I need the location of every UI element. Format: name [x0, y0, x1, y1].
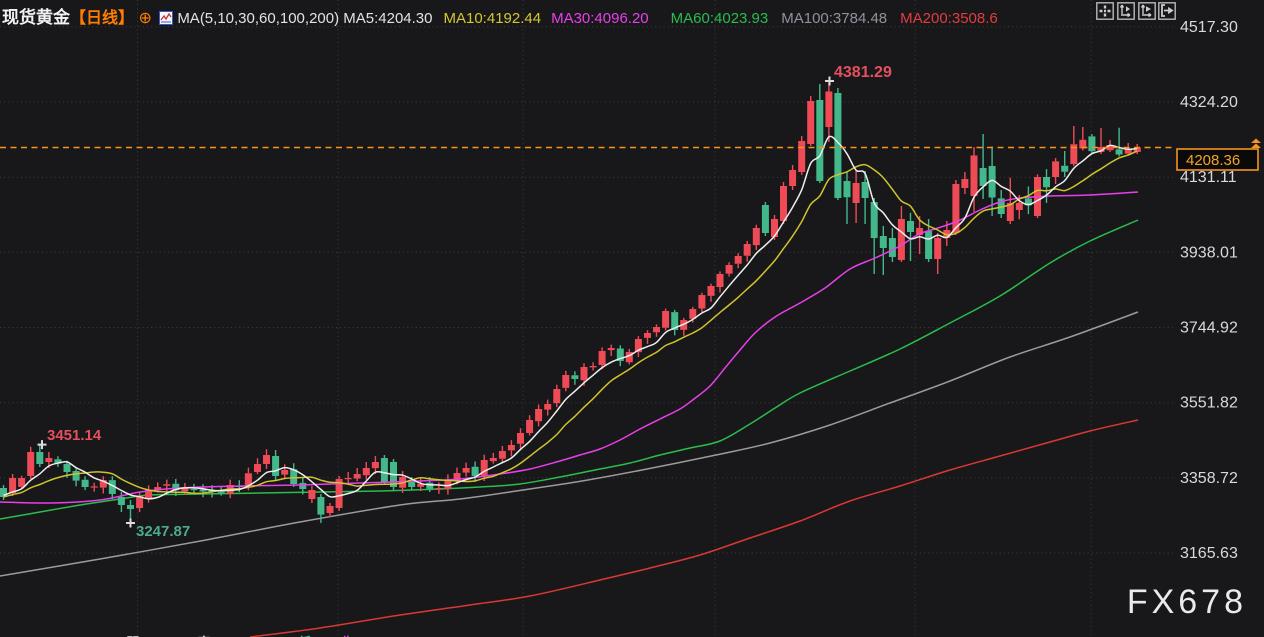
svg-text:4381.29: 4381.29 — [834, 64, 892, 81]
svg-text:4131.11: 4131.11 — [1180, 169, 1237, 186]
svg-text:3938.01: 3938.01 — [1180, 244, 1238, 261]
svg-text:4517.30: 4517.30 — [1180, 19, 1238, 36]
svg-text:3247.87: 3247.87 — [136, 523, 190, 540]
svg-text:FX678: FX678 — [1127, 583, 1247, 621]
svg-text:3358.72: 3358.72 — [1180, 470, 1238, 487]
svg-text:3744.92: 3744.92 — [1180, 320, 1238, 337]
svg-text:3451.14: 3451.14 — [47, 427, 102, 444]
svg-text:3165.63: 3165.63 — [1180, 545, 1238, 562]
svg-text:3551.82: 3551.82 — [1180, 395, 1238, 412]
svg-text:4324.20: 4324.20 — [1180, 94, 1238, 111]
svg-text:4208.36: 4208.36 — [1186, 152, 1240, 169]
